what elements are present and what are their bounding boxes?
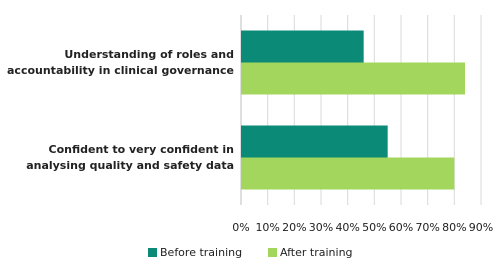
legend-swatch — [268, 248, 277, 257]
x-tick-label: 0% — [232, 221, 249, 234]
legend-label: After training — [280, 246, 353, 259]
bar — [241, 62, 465, 95]
legend-swatch — [148, 248, 157, 257]
y-tick-label: Confident to very confident in analysing… — [26, 142, 234, 172]
x-tick-label: 90% — [469, 221, 493, 234]
x-tick-label: 60% — [389, 221, 413, 234]
bar — [241, 157, 455, 190]
bar — [241, 30, 364, 63]
x-tick-label: 10% — [255, 221, 279, 234]
x-tick-label: 50% — [362, 221, 386, 234]
x-tick-label: 30% — [309, 221, 333, 234]
x-tick-label: 20% — [282, 221, 306, 234]
x-tick-label: 40% — [335, 221, 359, 234]
x-tick-label: 70% — [415, 221, 439, 234]
bar — [241, 125, 388, 158]
legend-label: Before training — [160, 246, 242, 259]
x-tick-label: 80% — [442, 221, 466, 234]
y-tick-label: Understanding of roles and accountabilit… — [7, 47, 234, 77]
